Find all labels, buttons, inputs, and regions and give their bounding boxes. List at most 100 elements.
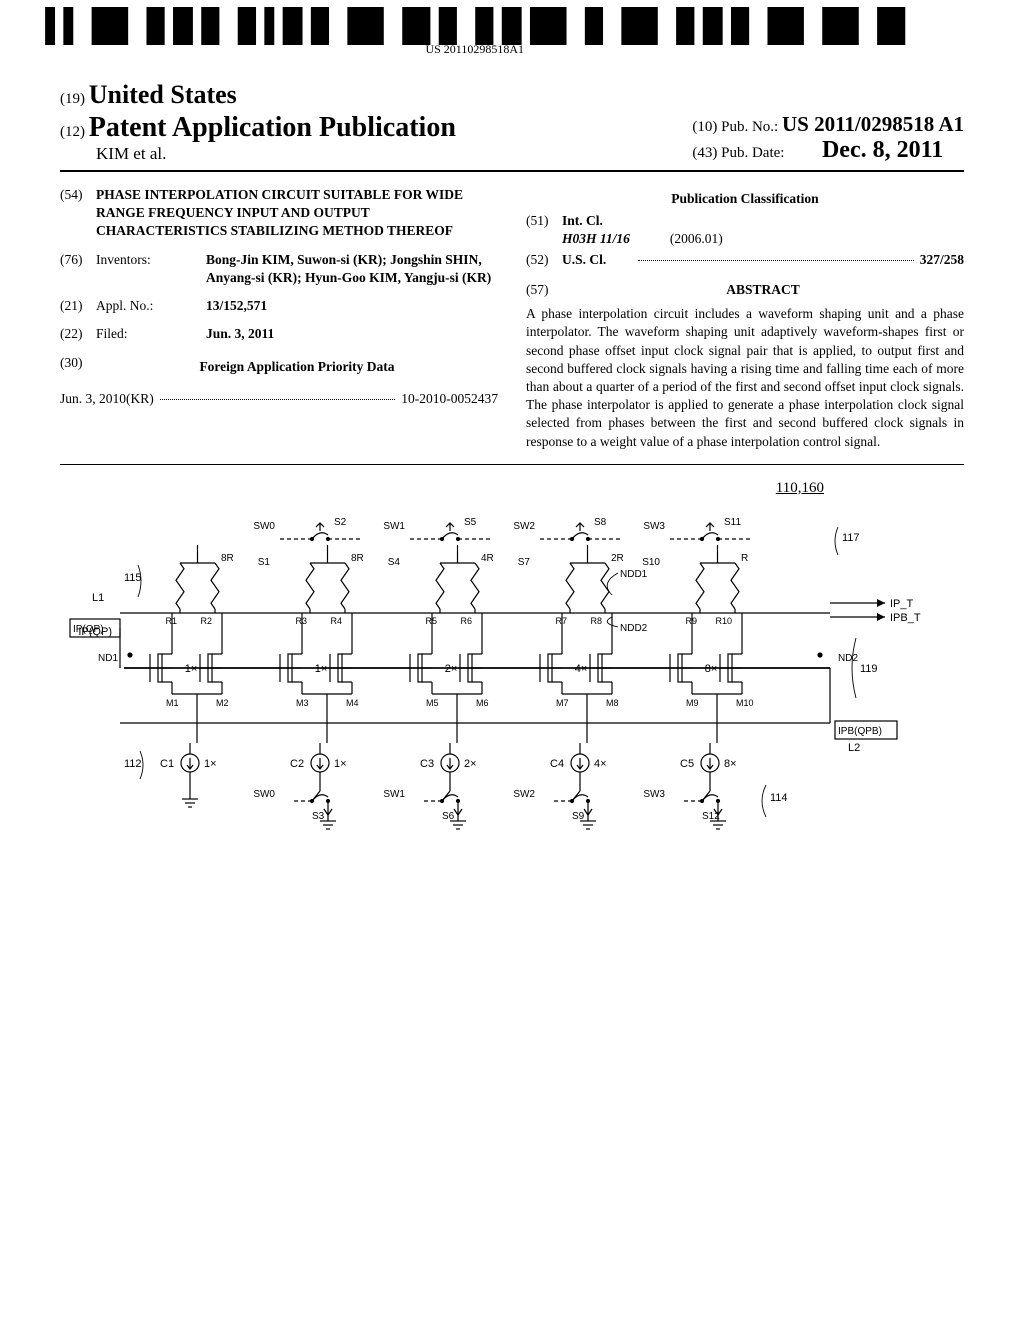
svg-text:SW3: SW3 <box>643 789 665 800</box>
svg-text:C3: C3 <box>420 758 434 770</box>
svg-text:2×: 2× <box>464 758 477 770</box>
f51-year: (2006.01) <box>670 230 723 248</box>
svg-text:R1: R1 <box>165 616 177 626</box>
f52-dots <box>638 251 914 261</box>
svg-text:S2: S2 <box>334 517 347 528</box>
header-row: (19) United States (12) Patent Applicati… <box>60 80 964 164</box>
svg-text:4×: 4× <box>575 663 588 675</box>
pubdate-label: Pub. Date: <box>721 145 784 161</box>
svg-text:L1: L1 <box>92 592 104 604</box>
svg-text:R10: R10 <box>715 616 732 626</box>
svg-text:S5: S5 <box>464 517 477 528</box>
priority-date: Jun. 3, 2010 <box>60 390 126 408</box>
svg-text:SW2: SW2 <box>513 521 535 532</box>
barcode-graphic: ▌▌▐█▌▐▌█▐▌▐▌▌█▐▌▐█▌▐█▐▌▐▌█▐█▌▐▌▐█▌▐▌█▐▌▐… <box>46 12 904 40</box>
svg-text:SW2: SW2 <box>513 789 535 800</box>
f54-num: (54) <box>60 186 96 241</box>
svg-text:8×: 8× <box>724 758 737 770</box>
priority-country: (KR) <box>126 390 154 408</box>
svg-text:SW0: SW0 <box>253 521 275 532</box>
f21-label: Appl. No.: <box>96 297 206 315</box>
svg-text:M5: M5 <box>426 698 439 708</box>
figure-ref: 110,160 <box>60 480 824 497</box>
f51-label-text: Int. Cl. <box>562 213 603 228</box>
svg-text:S7: S7 <box>518 557 531 568</box>
svg-text:S10: S10 <box>642 557 660 568</box>
f51-code: H03H 11/16 <box>562 231 630 246</box>
svg-text:SW3: SW3 <box>643 521 665 532</box>
svg-text:R2: R2 <box>200 616 212 626</box>
svg-text:R6: R6 <box>460 616 472 626</box>
svg-text:SW0: SW0 <box>253 789 275 800</box>
f22-label: Filed: <box>96 325 206 343</box>
svg-text:2R: 2R <box>611 553 624 564</box>
f52-num: (52) <box>526 251 562 269</box>
f76-num: (76) <box>60 251 96 287</box>
svg-text:M10: M10 <box>736 698 754 708</box>
svg-text:8R: 8R <box>221 553 234 564</box>
svg-text:1×: 1× <box>334 758 347 770</box>
svg-text:S3: S3 <box>312 811 325 822</box>
abstract-label: ABSTRACT <box>562 281 964 299</box>
svg-text:M6: M6 <box>476 698 489 708</box>
f76-body-text: Bong-Jin KIM, Suwon-si (KR); Jongshin SH… <box>206 252 491 285</box>
f76-label: Inventors: <box>96 251 206 287</box>
abstract-body: A phase interpolation circuit includes a… <box>526 305 964 451</box>
f21-body: 13/152,571 <box>206 297 498 315</box>
f21-body-text: 13/152,571 <box>206 298 267 313</box>
classification-heading: Publication Classification <box>526 190 964 208</box>
svg-text:115: 115 <box>124 572 142 584</box>
svg-text:IPB_T: IPB_T <box>890 612 921 624</box>
svg-text:117: 117 <box>842 532 860 544</box>
svg-text:SW1: SW1 <box>383 521 405 532</box>
two-col: (54) PHASE INTERPOLATION CIRCUIT SUITABL… <box>60 186 964 451</box>
svg-text:112: 112 <box>124 758 142 770</box>
svg-text:M2: M2 <box>216 698 229 708</box>
svg-text:C1: C1 <box>160 758 174 770</box>
svg-text:S4: S4 <box>388 557 401 568</box>
svg-text:C4: C4 <box>550 758 564 770</box>
svg-text:S9: S9 <box>572 811 585 822</box>
svg-text:R: R <box>741 553 748 564</box>
svg-text:1×: 1× <box>315 663 328 675</box>
f57-num: (57) <box>526 281 562 299</box>
svg-text:ND1: ND1 <box>98 653 118 664</box>
svg-text:114: 114 <box>770 792 788 804</box>
svg-text:M7: M7 <box>556 698 569 708</box>
svg-text:S6: S6 <box>442 811 455 822</box>
svg-text:ND2: ND2 <box>838 653 858 664</box>
f30-num: (30) <box>60 354 96 380</box>
svg-text:IPB(QPB): IPB(QPB) <box>838 726 882 737</box>
svg-text:R7: R7 <box>555 616 567 626</box>
priority-number: 10-2010-0052437 <box>401 390 498 408</box>
svg-text:SW1: SW1 <box>383 789 405 800</box>
prefix-19: (19) <box>60 91 85 107</box>
svg-text:C5: C5 <box>680 758 694 770</box>
f52-code: 327/258 <box>920 251 964 269</box>
svg-text:8R: 8R <box>351 553 364 564</box>
svg-text:M3: M3 <box>296 698 309 708</box>
header-right: (10) Pub. No.: US 2011/0298518 A1 (43) P… <box>692 112 964 164</box>
f21-num: (21) <box>60 297 96 315</box>
svg-text:NDD1: NDD1 <box>620 569 648 580</box>
pubno: US 2011/0298518 A1 <box>782 112 964 136</box>
svg-text:1×: 1× <box>204 758 217 770</box>
f30-label: Foreign Application Priority Data <box>96 358 498 376</box>
prefix-43: (43) <box>692 145 717 161</box>
country: United States <box>89 80 237 109</box>
svg-text:4×: 4× <box>594 758 607 770</box>
svg-text:R5: R5 <box>425 616 437 626</box>
right-col: Publication Classification (51) Int. Cl.… <box>526 186 964 451</box>
f54-title: PHASE INTERPOLATION CIRCUIT SUITABLE FOR… <box>96 186 498 241</box>
f22-body: Jun. 3, 2011 <box>206 325 498 343</box>
f76-body: Bong-Jin KIM, Suwon-si (KR); Jongshin SH… <box>206 251 498 287</box>
svg-text:M8: M8 <box>606 698 619 708</box>
prefix-10: (10) <box>692 119 717 135</box>
circuit-diagram: L1L2IP(QP)IP(QP)IPB(QPB)ND1ND2IP_TIPB_TN… <box>60 503 964 843</box>
svg-text:L2: L2 <box>848 742 860 754</box>
svg-text:S8: S8 <box>594 517 607 528</box>
pubdate: Dec. 8, 2011 <box>822 137 943 163</box>
f51-num: (51) <box>526 212 562 248</box>
svg-text:IP(QP): IP(QP) <box>73 624 104 635</box>
prefix-12: (12) <box>60 124 85 140</box>
